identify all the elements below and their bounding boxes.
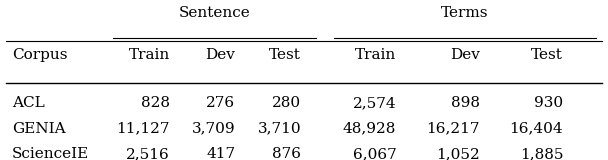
Text: 16,217: 16,217 [426, 122, 480, 136]
Text: 930: 930 [534, 96, 563, 110]
Text: Test: Test [269, 48, 301, 62]
Text: 2,574: 2,574 [353, 96, 396, 110]
Text: Sentence: Sentence [179, 6, 250, 20]
Text: 16,404: 16,404 [510, 122, 563, 136]
Text: 1,052: 1,052 [436, 147, 480, 160]
Text: 1,885: 1,885 [520, 147, 563, 160]
Text: 898: 898 [451, 96, 480, 110]
Text: 876: 876 [272, 147, 301, 160]
Text: 3,709: 3,709 [192, 122, 235, 136]
Text: ACL: ACL [12, 96, 45, 110]
Text: 828: 828 [141, 96, 170, 110]
Text: Train: Train [355, 48, 396, 62]
Text: Train: Train [129, 48, 170, 62]
Text: 417: 417 [206, 147, 235, 160]
Text: GENIA: GENIA [12, 122, 66, 136]
Text: Dev: Dev [450, 48, 480, 62]
Text: Test: Test [531, 48, 563, 62]
Text: Terms: Terms [441, 6, 489, 20]
Text: 3,710: 3,710 [257, 122, 301, 136]
Text: Corpus: Corpus [12, 48, 67, 62]
Text: Dev: Dev [206, 48, 235, 62]
Text: 6,067: 6,067 [353, 147, 396, 160]
Text: 48,928: 48,928 [343, 122, 396, 136]
Text: 11,127: 11,127 [117, 122, 170, 136]
Text: 280: 280 [272, 96, 301, 110]
Text: 276: 276 [206, 96, 235, 110]
Text: 2,516: 2,516 [126, 147, 170, 160]
Text: ScienceIE: ScienceIE [12, 147, 89, 160]
